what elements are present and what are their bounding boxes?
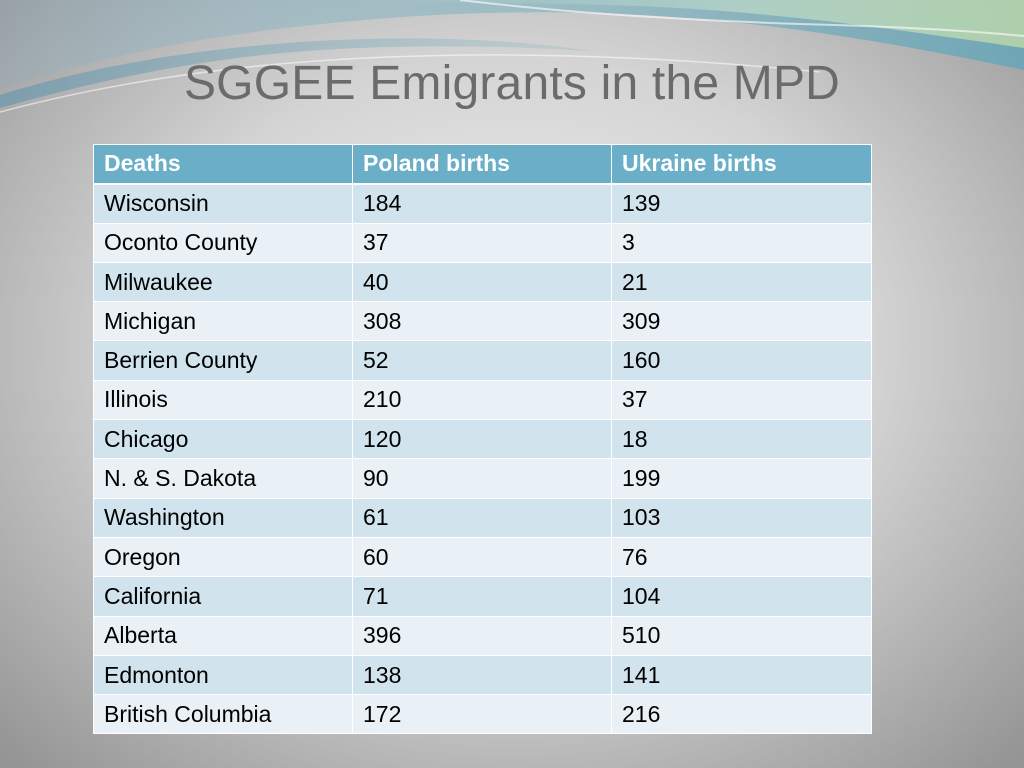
column-header-ukraine-births: Ukraine births [611,143,872,185]
place-cell: Washington [93,497,353,538]
place-cell: California [93,576,353,617]
table-row: British Columbia 172 216 [93,694,872,735]
table-row: Edmonton 138 141 [93,654,872,696]
place-cell: Edmonton [93,654,353,696]
ukraine-births-cell: 510 [611,615,872,656]
table-row: California 71 104 [93,576,872,617]
ukraine-births-cell: 3 [611,222,872,263]
table-row: Chicago 120 18 [93,419,872,460]
table-row: Oconto County 37 3 [93,222,872,263]
place-cell: Chicago [93,419,353,460]
poland-births-cell: 37 [352,222,612,263]
poland-births-cell: 40 [352,261,612,303]
table-row: Michigan 308 309 [93,301,872,342]
ukraine-births-cell: 103 [611,497,872,538]
ukraine-births-cell: 309 [611,301,872,342]
place-cell: Berrien County [93,340,353,381]
ukraine-births-cell: 139 [611,183,872,224]
place-cell: Wisconsin [93,183,353,224]
decorative-wave-banner [0,0,1024,113]
table-row: N. & S. Dakota 90 199 [93,458,872,499]
ukraine-births-cell: 216 [611,694,872,735]
emigrants-table: Deaths Poland births Ukraine births Wisc… [93,143,872,735]
poland-births-cell: 60 [352,536,612,578]
slide-title: SGGEE Emigrants in the MPD [183,57,841,110]
place-cell: British Columbia [93,694,353,735]
ukraine-births-cell: 18 [611,419,872,460]
place-cell: Alberta [93,615,353,656]
ukraine-births-cell: 160 [611,340,872,381]
ukraine-births-cell: 104 [611,576,872,617]
place-cell: Milwaukee [93,261,353,303]
table-header-row: Deaths Poland births Ukraine births [93,143,872,185]
column-header-deaths: Deaths [93,143,353,185]
poland-births-cell: 172 [352,694,612,735]
place-cell: Illinois [93,379,353,421]
table-row: Alberta 396 510 [93,615,872,656]
poland-births-cell: 138 [352,654,612,696]
poland-births-cell: 120 [352,419,612,460]
table-row: Berrien County 52 160 [93,340,872,381]
poland-births-cell: 52 [352,340,612,381]
place-cell: Oregon [93,536,353,578]
place-cell: Michigan [93,301,353,342]
table-row: Illinois 210 37 [93,379,872,421]
place-cell: N. & S. Dakota [93,458,353,499]
table-row: Milwaukee 40 21 [93,261,872,303]
ukraine-births-cell: 199 [611,458,872,499]
poland-births-cell: 396 [352,615,612,656]
ukraine-births-cell: 21 [611,261,872,303]
ukraine-births-cell: 76 [611,536,872,578]
table-row: Wisconsin 184 139 [93,183,872,224]
poland-births-cell: 61 [352,497,612,538]
poland-births-cell: 308 [352,301,612,342]
poland-births-cell: 90 [352,458,612,499]
table-row: Washington 61 103 [93,497,872,538]
ukraine-births-cell: 141 [611,654,872,696]
table-row: Oregon 60 76 [93,536,872,578]
column-header-poland-births: Poland births [352,143,612,185]
poland-births-cell: 210 [352,379,612,421]
poland-births-cell: 71 [352,576,612,617]
place-cell: Oconto County [93,222,353,263]
ukraine-births-cell: 37 [611,379,872,421]
poland-births-cell: 184 [352,183,612,224]
